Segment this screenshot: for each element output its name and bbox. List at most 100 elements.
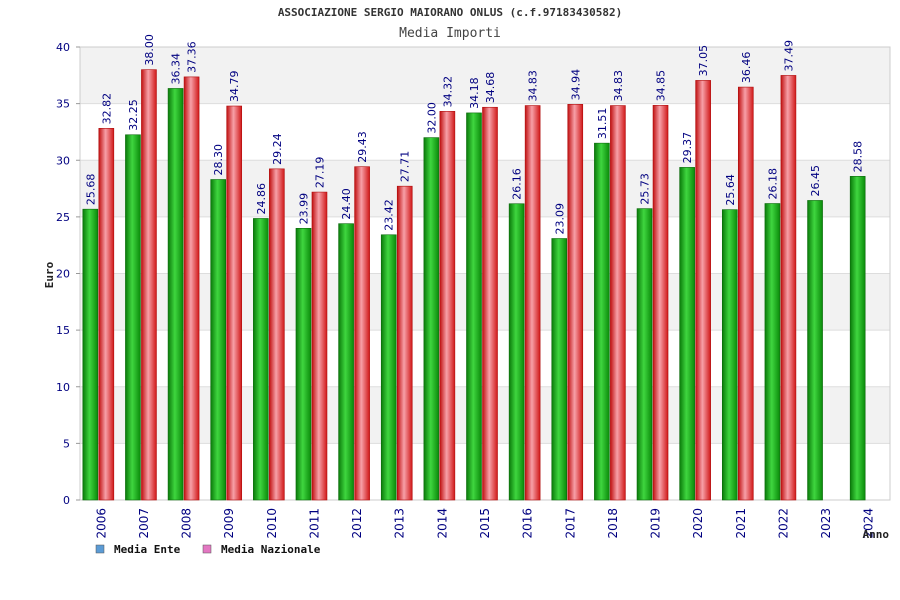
bar-media-nazionale (652, 105, 669, 501)
x-tick-label: 2007 (137, 508, 151, 539)
bar-media-ente (807, 200, 823, 501)
bar-media-nazionale (269, 168, 285, 501)
bar-media-ente (764, 203, 781, 501)
data-label-media-nazionale: 34.68 (484, 72, 497, 104)
data-label-media-nazionale: 27.19 (313, 157, 326, 189)
bar-media-nazionale (354, 166, 370, 501)
bar-media-ente (210, 179, 227, 501)
y-tick-label: 30 (56, 154, 70, 167)
bar-media-nazionale (98, 128, 115, 501)
y-tick-label: 20 (56, 268, 70, 281)
data-label-media-ente: 25.73 (639, 173, 652, 205)
y-tick-label: 10 (56, 381, 70, 394)
bar-media-nazionale (482, 106, 498, 501)
x-tick-label: 2012 (350, 508, 364, 539)
data-label-media-nazionale: 29.43 (356, 131, 369, 163)
data-label-media-nazionale: 34.32 (441, 76, 454, 108)
bar-media-nazionale (567, 104, 584, 501)
data-label-media-nazionale: 34.83 (612, 70, 625, 102)
data-label-media-ente: 23.99 (297, 193, 310, 225)
y-axis: 0 5 10 15 20 25 30 35 40 (56, 41, 80, 507)
legend-label-media-nazionale: Media Nazionale (221, 543, 321, 556)
bar-media-ente (253, 218, 269, 501)
data-label-media-ente: 26.16 (511, 168, 524, 200)
bar-media-ente (466, 112, 482, 501)
bar-media-nazionale (226, 105, 243, 501)
x-tick-label: 2020 (691, 508, 705, 539)
data-label-media-nazionale: 34.85 (655, 70, 668, 102)
data-label-media-ente: 34.18 (468, 77, 481, 109)
x-tick-label: 2010 (265, 508, 279, 539)
x-tick-label: 2014 (435, 508, 449, 539)
bar-media-ente (167, 88, 184, 501)
data-label-media-nazionale: 36.46 (740, 52, 753, 84)
y-tick-label: 35 (56, 98, 70, 111)
legend: Media Ente Media Nazionale (95, 543, 321, 556)
bar-media-nazionale (737, 86, 754, 501)
bar-media-ente (125, 134, 141, 501)
data-label-media-nazionale: 27.71 (399, 151, 412, 183)
bar-media-ente (551, 238, 568, 501)
data-label-media-ente: 26.18 (766, 168, 779, 200)
data-label-media-nazionale: 37.36 (186, 41, 199, 73)
data-label-media-ente: 25.64 (724, 174, 737, 206)
x-tick-label: 2013 (393, 508, 407, 539)
data-label-media-nazionale: 34.94 (569, 69, 582, 101)
data-label-media-ente: 28.30 (212, 144, 225, 176)
bar-media-ente (338, 223, 354, 501)
data-label-media-ente: 29.37 (681, 132, 694, 164)
x-axis: 2006 2007 2008 2009 2010 2011 2012 2013 2014 2015… (94, 508, 875, 539)
data-label-media-ente: 32.00 (425, 102, 438, 134)
bar-media-ente (423, 137, 440, 501)
y-tick-label: 5 (63, 437, 70, 450)
bar-media-nazionale (183, 76, 200, 501)
x-tick-label: 2017 (563, 508, 577, 539)
chart-title: ASSOCIAZIONE SERGIO MAIORANO ONLUS (c.f.… (278, 6, 622, 19)
chart-subtitle: Media Importi (399, 26, 501, 41)
data-label-media-ente: 25.68 (84, 174, 97, 206)
data-label-media-nazionale: 32.82 (100, 93, 113, 125)
x-tick-label: 2011 (307, 508, 321, 539)
bar-media-ente (380, 234, 397, 501)
x-tick-label: 2009 (222, 508, 236, 539)
data-label-media-nazionale: 34.83 (527, 70, 540, 102)
bar-media-nazionale (439, 111, 456, 501)
data-label-media-ente: 31.51 (596, 108, 609, 140)
x-tick-label: 2018 (606, 508, 620, 539)
y-tick-label: 0 (63, 494, 70, 507)
bar-media-nazionale (141, 69, 157, 501)
data-label-media-ente: 24.86 (255, 183, 268, 215)
legend-swatch-media-nazionale (202, 544, 212, 554)
bar-media-nazionale (695, 80, 711, 501)
x-tick-label: 2024 (862, 508, 876, 539)
bar-series: 25.68 32.82 32.25 38.00 36.34 37.36 28.30 34.79… (82, 34, 866, 501)
bar-media-nazionale (524, 105, 541, 501)
bar-media-nazionale (311, 191, 328, 501)
x-tick-label: 2008 (180, 508, 194, 539)
bar-media-nazionale (396, 185, 413, 501)
bar-media-ente (679, 167, 695, 501)
data-label-media-nazionale: 34.79 (228, 71, 241, 102)
data-label-media-ente: 24.40 (340, 188, 353, 220)
bar-media-ente (721, 209, 738, 501)
data-label-media-ente: 23.42 (383, 199, 396, 231)
x-tick-label: 2022 (776, 508, 790, 539)
bar-media-ente (849, 176, 866, 501)
y-tick-label: 25 (56, 211, 70, 224)
y-tick-label: 15 (56, 324, 70, 337)
x-tick-label: 2023 (819, 508, 833, 539)
bar-media-ente (295, 228, 312, 501)
legend-label-media-ente: Media Ente (114, 543, 181, 556)
y-tick-label: 40 (56, 41, 70, 54)
data-label-media-nazionale: 37.49 (782, 40, 795, 72)
bar-media-nazionale (610, 105, 626, 501)
x-tick-label: 2015 (478, 508, 492, 539)
data-label-media-ente: 28.58 (852, 141, 865, 173)
data-label-media-nazionale: 29.24 (271, 133, 284, 165)
bar-media-ente (508, 203, 525, 501)
data-label-media-ente: 26.45 (809, 165, 822, 197)
x-tick-label: 2016 (521, 508, 535, 539)
x-axis-label: Anno (863, 528, 890, 541)
data-label-media-ente: 23.09 (553, 203, 566, 235)
